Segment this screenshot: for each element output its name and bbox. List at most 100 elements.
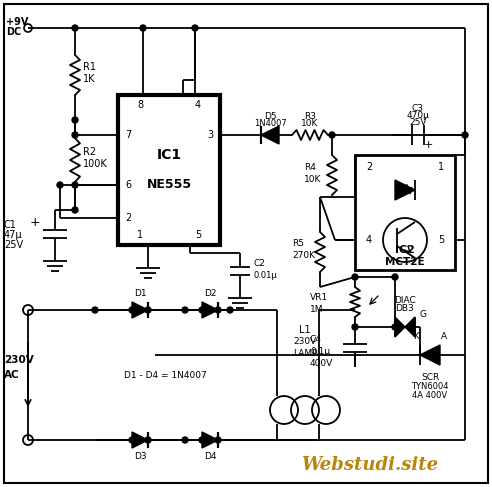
Text: 25V: 25V <box>4 240 23 250</box>
Polygon shape <box>202 432 218 448</box>
Circle shape <box>192 25 198 31</box>
Text: 400V: 400V <box>310 359 333 369</box>
Text: TYN6004: TYN6004 <box>411 382 449 391</box>
Polygon shape <box>132 432 148 448</box>
Text: 8: 8 <box>137 100 143 110</box>
Text: IC1: IC1 <box>156 148 182 162</box>
Polygon shape <box>395 317 405 337</box>
Polygon shape <box>405 317 415 337</box>
Text: Webstudi.site: Webstudi.site <box>302 456 438 474</box>
Text: NE555: NE555 <box>147 179 191 191</box>
Circle shape <box>199 437 205 443</box>
Text: 2: 2 <box>125 213 131 223</box>
Text: AC: AC <box>4 370 20 380</box>
Text: 100K: 100K <box>83 159 108 169</box>
Circle shape <box>72 132 78 138</box>
Text: 7: 7 <box>125 130 131 140</box>
Circle shape <box>72 25 78 31</box>
Circle shape <box>199 307 205 313</box>
Text: 3: 3 <box>207 130 213 140</box>
Text: 1K: 1K <box>83 74 95 84</box>
Circle shape <box>57 182 63 188</box>
Circle shape <box>329 132 335 138</box>
Circle shape <box>72 182 78 188</box>
Text: 4A 400V: 4A 400V <box>412 391 448 400</box>
Text: D3: D3 <box>134 452 146 461</box>
Text: 230V: 230V <box>293 337 317 346</box>
Text: G: G <box>420 310 427 319</box>
Text: DB3: DB3 <box>396 304 414 313</box>
Text: R3: R3 <box>304 112 316 121</box>
Text: 230V: 230V <box>4 355 34 365</box>
Text: 1: 1 <box>438 162 444 172</box>
Polygon shape <box>420 345 440 365</box>
Text: DIAC: DIAC <box>394 296 416 305</box>
Text: 0.1µ: 0.1µ <box>310 348 330 356</box>
Text: 470µ: 470µ <box>406 111 430 120</box>
Text: 4: 4 <box>195 100 201 110</box>
Text: L1: L1 <box>299 325 311 335</box>
Text: 47µ: 47µ <box>4 230 23 240</box>
Circle shape <box>145 307 151 313</box>
Text: C1: C1 <box>4 220 17 230</box>
Text: D1: D1 <box>134 289 146 298</box>
Text: C2: C2 <box>253 259 265 267</box>
Text: 270K: 270K <box>292 251 315 261</box>
Text: D1 - D4 = 1N4007: D1 - D4 = 1N4007 <box>123 371 206 379</box>
Circle shape <box>92 307 98 313</box>
Text: 1M: 1M <box>310 304 324 314</box>
Text: 2: 2 <box>366 162 372 172</box>
Text: R2: R2 <box>83 147 96 157</box>
Text: 6: 6 <box>125 180 131 190</box>
Text: C3: C3 <box>412 104 424 113</box>
Text: 5: 5 <box>438 235 444 245</box>
Text: 1: 1 <box>137 230 143 240</box>
Circle shape <box>352 274 358 280</box>
Text: K: K <box>413 332 419 341</box>
Circle shape <box>129 437 135 443</box>
Circle shape <box>215 437 221 443</box>
Text: +9V: +9V <box>6 17 29 27</box>
Circle shape <box>72 117 78 123</box>
Text: R4: R4 <box>304 163 316 171</box>
Circle shape <box>392 324 398 330</box>
Text: R1: R1 <box>83 62 96 72</box>
Circle shape <box>215 307 221 313</box>
Circle shape <box>182 437 188 443</box>
Polygon shape <box>395 180 415 200</box>
Text: DC: DC <box>6 27 21 37</box>
Text: LAMP: LAMP <box>293 350 317 358</box>
Text: 0.01µ: 0.01µ <box>253 270 277 280</box>
Text: A: A <box>441 332 447 341</box>
Text: C4: C4 <box>310 336 322 344</box>
Text: VR1: VR1 <box>310 293 328 301</box>
Circle shape <box>352 324 358 330</box>
Text: 4: 4 <box>366 235 372 245</box>
Text: +: + <box>30 217 40 229</box>
Circle shape <box>72 207 78 213</box>
Text: 25V: 25V <box>409 118 427 127</box>
Text: +: + <box>423 140 432 150</box>
Bar <box>118 95 220 245</box>
Circle shape <box>140 25 146 31</box>
Text: IC2: IC2 <box>395 245 415 255</box>
Polygon shape <box>261 126 279 144</box>
Text: 10K: 10K <box>301 119 319 128</box>
Text: D2: D2 <box>204 289 216 298</box>
Text: R5: R5 <box>292 240 304 248</box>
Bar <box>355 155 455 270</box>
Circle shape <box>182 307 188 313</box>
Text: D5: D5 <box>264 112 277 121</box>
Polygon shape <box>202 302 218 318</box>
Circle shape <box>227 307 233 313</box>
Text: 1N4007: 1N4007 <box>253 119 286 128</box>
Circle shape <box>145 437 151 443</box>
Text: 5: 5 <box>195 230 201 240</box>
Circle shape <box>129 307 135 313</box>
Circle shape <box>392 274 398 280</box>
Text: SCR: SCR <box>421 373 439 382</box>
Circle shape <box>462 132 468 138</box>
Text: MCT2E: MCT2E <box>385 257 425 267</box>
Text: D4: D4 <box>204 452 216 461</box>
Text: 10K: 10K <box>304 174 321 184</box>
